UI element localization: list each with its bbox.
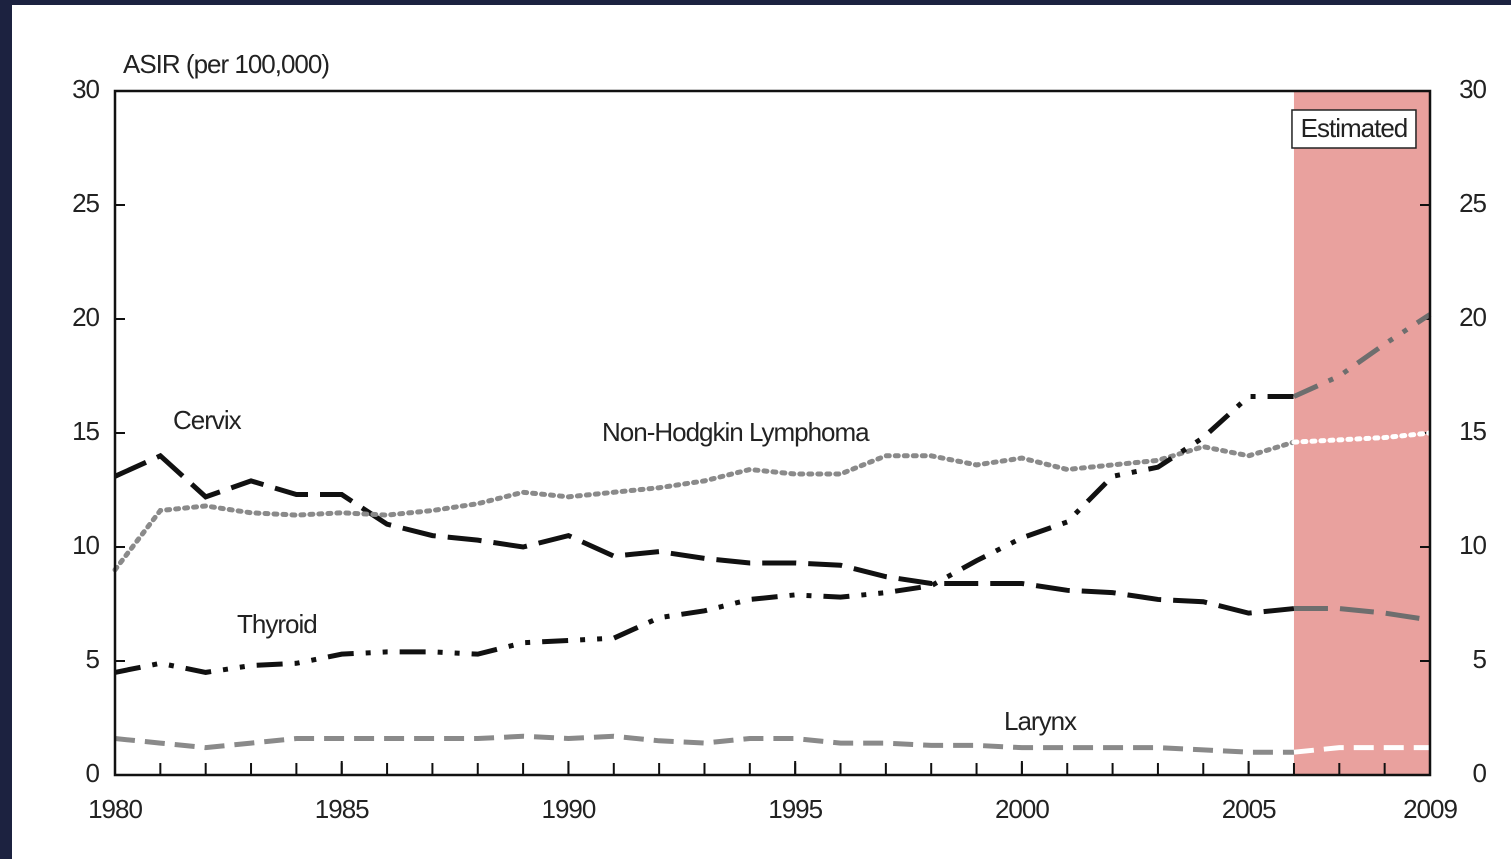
series-line-estimated: [1293, 745, 1430, 755]
series-line: [113, 452, 1295, 616]
y-tick-label: 0: [86, 758, 100, 788]
estimated-label-box: [1291, 109, 1417, 149]
y2-tick-label: 0: [1473, 758, 1487, 788]
x-tick-label: 2000: [995, 794, 1049, 824]
series-line: [114, 733, 1294, 755]
y2-tick-label: 10: [1459, 530, 1486, 560]
series-label: Larynx: [1004, 706, 1077, 736]
x-tick-label: 1980: [88, 794, 142, 824]
series-line-estimated: [1291, 430, 1433, 445]
y-tick-label: 5: [86, 644, 100, 674]
y-tick-label: 20: [72, 302, 99, 332]
y-tick-label: 30: [72, 74, 99, 104]
y2-tick-label: 25: [1459, 188, 1486, 218]
y-tick-label: 10: [72, 530, 99, 560]
series-line: [112, 439, 1297, 573]
y-axis-label: ASIR (per 100,000): [123, 49, 329, 79]
x-tick-label: 1985: [315, 794, 369, 824]
y2-tick-label: 15: [1459, 416, 1486, 446]
y2-tick-label: 30: [1459, 74, 1486, 104]
series-label: Cervix: [173, 405, 242, 435]
series-line-estimated: [1293, 606, 1431, 623]
estimated-label: Estimated: [1301, 113, 1408, 143]
x-tick-label: 1990: [542, 794, 596, 824]
background: [12, 5, 1511, 859]
plot-frame: [113, 89, 1432, 777]
x-tick-label: 2005: [1222, 794, 1276, 824]
x-tick-label: 1995: [768, 794, 822, 824]
estimated-region: [1293, 91, 1430, 775]
series-line-estimated: [1292, 312, 1432, 399]
y-tick-label: 25: [72, 188, 99, 218]
y2-tick-label: 5: [1473, 644, 1487, 674]
y2-tick-label: 20: [1459, 302, 1486, 332]
x-tick-label: 2009: [1403, 794, 1457, 824]
series-line: [114, 394, 1294, 675]
series-label: Thyroid: [237, 609, 317, 639]
y-tick-label: 15: [72, 416, 99, 446]
series-label: Non-Hodgkin Lymphoma: [602, 417, 870, 447]
